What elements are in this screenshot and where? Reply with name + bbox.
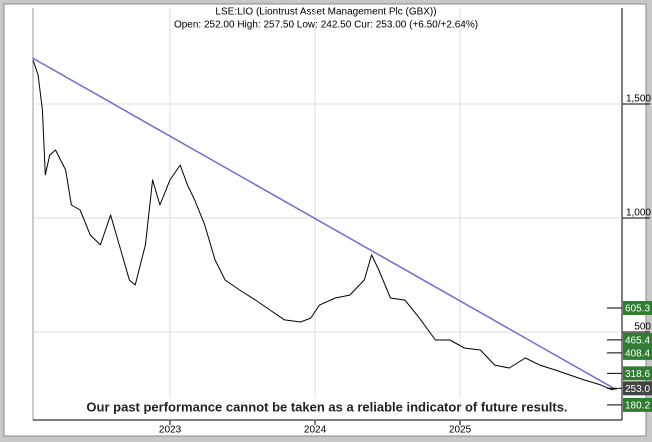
price-marker xyxy=(623,332,652,347)
price-marker-label: 465.4 xyxy=(625,336,650,347)
price-marker-label: 605.3 xyxy=(625,304,650,315)
price-marker xyxy=(623,300,652,315)
price-marker-label: 253.0 xyxy=(625,384,650,395)
trend-line xyxy=(31,57,617,391)
price-marker xyxy=(623,381,652,396)
x-tick-label: 2025 xyxy=(449,425,472,436)
y-tick-label: 1,500 xyxy=(626,94,651,105)
price-marker xyxy=(623,366,652,381)
y-tick-label: 500 xyxy=(634,322,651,333)
price-marker xyxy=(623,345,652,360)
price-marker-label: 318.6 xyxy=(625,369,650,380)
panel xyxy=(3,3,647,437)
price-marker-label: 180.2 xyxy=(625,401,650,412)
y-tick-label: 1,000 xyxy=(626,208,651,219)
price-line xyxy=(32,59,616,391)
x-tick-label: 2023 xyxy=(159,425,182,436)
price-marker xyxy=(623,397,652,412)
price-marker-label: 408.4 xyxy=(625,349,650,360)
chart-subtitle: Open: 252.00 High: 257.50 Low: 242.50 Cu… xyxy=(174,20,478,31)
annotation-bg xyxy=(78,398,576,417)
x-tick-label: 2024 xyxy=(304,425,327,436)
chart-title: LSE:LIO (Liontrust Asset Management Plc … xyxy=(215,7,436,18)
annotation: Our past performance cannot be taken as … xyxy=(86,399,567,414)
